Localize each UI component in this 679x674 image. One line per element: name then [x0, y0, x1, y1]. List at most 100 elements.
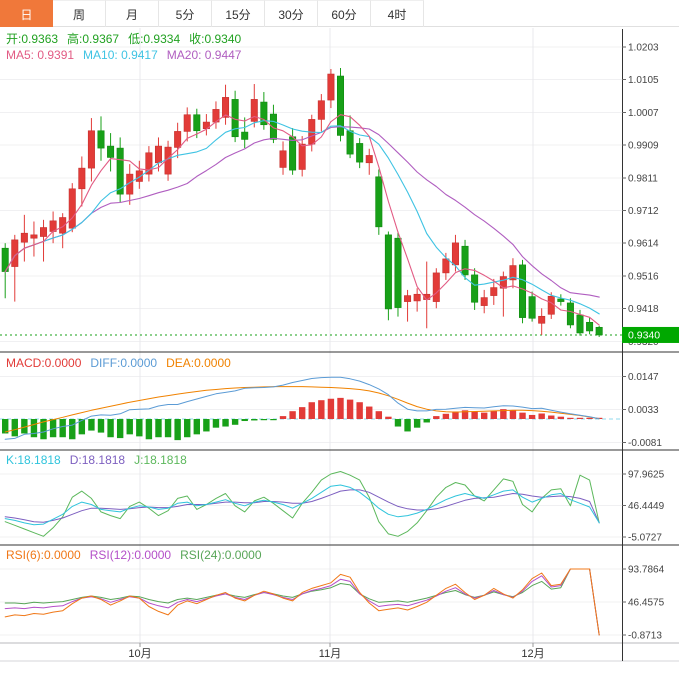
rsi12-line — [4, 568, 600, 636]
macd-hist-bar — [136, 419, 143, 437]
candle-body — [68, 188, 76, 229]
macd-hist-bar — [548, 415, 555, 419]
candle-body — [78, 167, 86, 190]
macd-hist-bar — [423, 419, 430, 423]
tab-60min[interactable]: 60分 — [318, 0, 371, 27]
macd-hist-bar — [356, 402, 363, 419]
candle-body — [193, 114, 201, 132]
ma10-value: MA10: 0.9417 — [83, 48, 158, 62]
macd-hist-bar — [231, 419, 239, 425]
tab-4hour[interactable]: 4时 — [371, 0, 424, 27]
candle-body — [222, 97, 230, 118]
candle-body — [586, 321, 594, 332]
ma-legend: MA5: 0.9391 MA10: 0.9417 MA20: 0.9447 — [6, 48, 241, 62]
candle-body — [509, 265, 517, 281]
price-axis-label: 0.9712 — [628, 206, 659, 217]
kdj-axis-label: 97.9625 — [628, 470, 665, 481]
candle-body — [174, 131, 182, 148]
candle-body — [375, 176, 383, 228]
candle-body — [327, 73, 335, 101]
candle-body — [490, 287, 498, 296]
rsi12-value: RSI(12):0.0000 — [89, 548, 172, 562]
month-label: 10月 — [128, 648, 151, 660]
macd-hist-bar — [538, 413, 545, 419]
macd-hist-bar — [107, 419, 114, 438]
rsi-legend: RSI(6):0.0000 RSI(12):0.0000 RSI(24):0.0… — [6, 548, 262, 562]
candle-body — [135, 170, 143, 182]
d-value: D:18.1818 — [69, 453, 126, 467]
macd-hist-bar — [145, 419, 153, 440]
macd-hist-bar — [49, 419, 57, 438]
high-value: 高:0.9367 — [67, 32, 120, 46]
dea-line — [4, 386, 600, 433]
price-axis-label: 0.9614 — [628, 239, 659, 250]
macd-hist-bar — [251, 419, 258, 421]
current-price-badge — [622, 326, 679, 343]
tab-day[interactable]: 日 — [0, 0, 53, 27]
macd-hist-bar — [298, 407, 306, 419]
price-axis-label: 0.9909 — [628, 141, 659, 152]
candle-body — [471, 274, 479, 303]
rsi-axis-label: 46.4575 — [628, 598, 665, 609]
candle-body — [442, 258, 450, 274]
candle-body — [528, 296, 536, 319]
candle-body — [576, 314, 584, 334]
k-line — [4, 484, 600, 526]
macd-hist-bar — [433, 416, 440, 419]
candle-body — [394, 237, 402, 308]
diff-value: DIFF:0.0000 — [90, 356, 158, 370]
tab-15min[interactable]: 15分 — [212, 0, 265, 27]
candle-body — [413, 293, 421, 302]
month-label: 11月 — [319, 648, 341, 660]
macd-value: MACD:0.0000 — [6, 356, 82, 370]
candle-body — [547, 295, 555, 315]
macd-hist-bar — [481, 412, 488, 419]
tab-30min[interactable]: 30分 — [265, 0, 318, 27]
low-value: 低:0.9334 — [128, 32, 181, 46]
macd-hist-bar — [519, 412, 526, 419]
macd-hist-bar — [40, 419, 47, 440]
candle-body — [269, 113, 277, 140]
macd-hist-bar — [337, 397, 344, 419]
macd-hist-bar — [327, 398, 335, 419]
macd-hist-bar — [490, 410, 497, 419]
candle-body — [260, 101, 268, 126]
candle-body — [289, 136, 297, 171]
candle-body — [279, 150, 287, 168]
k-value: K:18.1818 — [6, 453, 61, 467]
macd-hist-bar — [203, 419, 210, 432]
candle-body — [241, 131, 249, 140]
ma10-line — [4, 120, 600, 315]
macd-hist-bar — [442, 413, 450, 419]
macd-hist-bar — [270, 419, 277, 421]
macd-hist-bar — [385, 416, 392, 419]
macd-hist-bar — [2, 419, 9, 434]
tab-week[interactable]: 周 — [53, 0, 106, 27]
macd-hist-bar — [59, 419, 66, 438]
macd-hist-bar — [174, 419, 181, 441]
tab-5min[interactable]: 5分 — [159, 0, 212, 27]
macd-hist-bar — [576, 417, 584, 419]
candle-body — [461, 245, 469, 276]
macd-hist-bar — [21, 419, 28, 434]
candle-body — [59, 217, 67, 234]
candle-body — [404, 295, 412, 302]
macd-hist-bar — [260, 419, 268, 421]
candle-body — [519, 264, 527, 318]
candle-body — [87, 130, 95, 169]
macd-hist-bar — [88, 419, 95, 431]
macd-hist-bar — [97, 419, 105, 433]
j-value: J:18.1818 — [134, 453, 187, 467]
tab-month[interactable]: 月 — [106, 0, 159, 27]
rsi6-value: RSI(6):0.0000 — [6, 548, 81, 562]
ma20-line — [4, 126, 600, 298]
price-axis-label: 0.9516 — [628, 271, 659, 282]
macd-hist-bar — [69, 419, 76, 440]
price-axis-label: 1.0007 — [628, 108, 659, 119]
macd-hist-bar — [11, 419, 18, 437]
candle-body — [183, 114, 191, 132]
macd-hist-bar — [452, 411, 459, 419]
price-axis-label: 1.0203 — [628, 43, 659, 54]
candle-body — [107, 145, 115, 158]
